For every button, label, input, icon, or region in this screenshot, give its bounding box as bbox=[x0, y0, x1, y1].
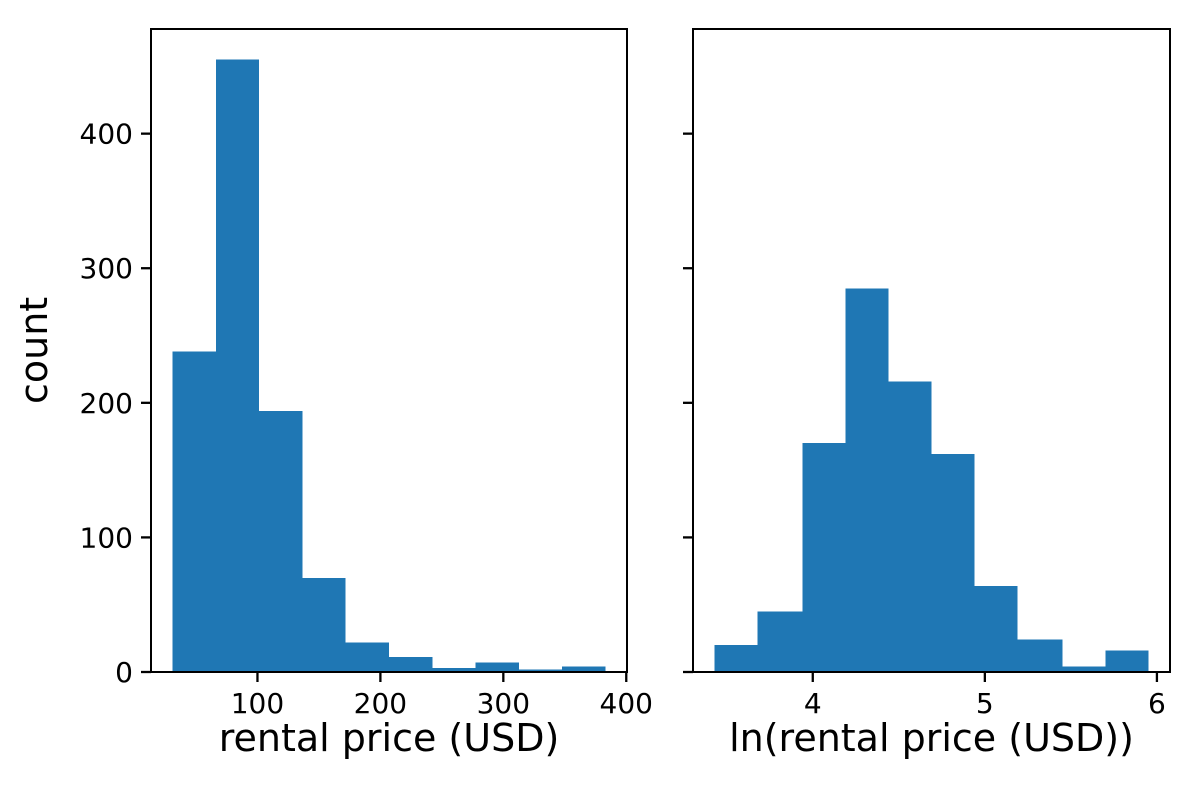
histogram-bar bbox=[518, 669, 563, 672]
x-tick-label: 4 bbox=[804, 687, 822, 720]
histogram-bar bbox=[1062, 666, 1106, 672]
histogram-bar bbox=[974, 585, 1018, 672]
histogram-bar bbox=[888, 381, 932, 672]
histogram-bar bbox=[259, 410, 303, 672]
histogram-bar bbox=[562, 666, 606, 672]
histogram-bar bbox=[389, 657, 433, 672]
histogram-ln-rental-price: 4 5 6 bbox=[683, 27, 1172, 720]
y-axis-label: count bbox=[12, 296, 56, 405]
histogram-bar bbox=[714, 645, 758, 672]
y-tick-label: 100 bbox=[80, 521, 133, 554]
x-tick-label: 5 bbox=[976, 687, 994, 720]
histogram-bar bbox=[345, 642, 389, 672]
x-axis-label-right: ln(rental price (USD)) bbox=[729, 716, 1134, 760]
y-tick-label: 400 bbox=[80, 118, 133, 151]
x-tick-label: 100 bbox=[231, 687, 284, 720]
axes-spines bbox=[149, 27, 629, 674]
histogram-bar bbox=[1105, 650, 1149, 672]
histogram-bar bbox=[845, 288, 889, 672]
x-axis-label-left: rental price (USD) bbox=[218, 716, 560, 760]
histogram-bar bbox=[475, 662, 519, 672]
x-tick-label: 300 bbox=[477, 687, 530, 720]
histogram-bar bbox=[757, 611, 803, 672]
histogram-bar bbox=[432, 667, 476, 672]
y-tick-label: 300 bbox=[80, 252, 133, 285]
histogram-rental-price: 100 200 300 400 0 100 200 300 400 bbox=[80, 27, 653, 720]
histogram-bar bbox=[802, 443, 846, 672]
histogram-bar bbox=[302, 577, 346, 672]
histogram-bar bbox=[172, 351, 216, 672]
x-tick-label: 200 bbox=[354, 687, 407, 720]
histogram-bar bbox=[931, 453, 975, 672]
y-tick-label: 200 bbox=[80, 387, 133, 420]
histogram-bar bbox=[215, 59, 260, 673]
axes-spines bbox=[691, 27, 1172, 674]
y-tick-label: 0 bbox=[115, 656, 133, 689]
x-tick-label: 400 bbox=[600, 687, 653, 720]
x-tick-label: 6 bbox=[1148, 687, 1166, 720]
histogram-bar bbox=[1017, 639, 1063, 672]
